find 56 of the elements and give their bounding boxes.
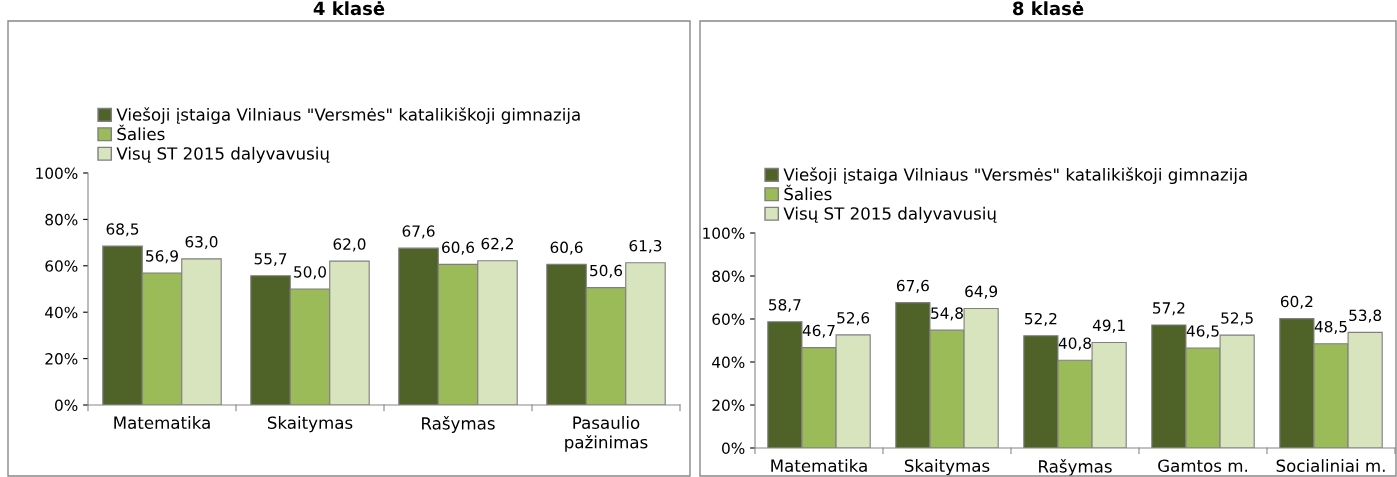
- y-tick-label: 0%: [722, 442, 745, 455]
- legend-label: Viešoji įstaiga Vilniaus "Versmės" katalikiškoji gimnazija: [783, 167, 1247, 185]
- x-tick-label: Gamtos m.: [1158, 459, 1248, 473]
- data-label: 52,2: [1025, 312, 1057, 327]
- data-label: 61,3: [629, 239, 662, 254]
- data-label: 68,5: [106, 223, 139, 237]
- data-label: 67,6: [896, 279, 929, 293]
- y-tick-label: 40%: [712, 356, 745, 369]
- x-tick-label: Skaitymas: [904, 459, 990, 476]
- data-label: 53,8: [1349, 309, 1382, 323]
- data-label: 52,5: [1221, 312, 1253, 326]
- x-tick-label: Rašymas: [422, 416, 495, 433]
- data-label: 50,6: [590, 264, 623, 278]
- data-label: 50,0: [294, 266, 326, 280]
- y-tick-label: 100%: [703, 227, 745, 240]
- data-label: 52,6: [837, 312, 870, 326]
- data-label: 64,9: [965, 285, 998, 299]
- data-label: 57,2: [1153, 302, 1185, 316]
- x-tick-label: Pasaulio pažinimas: [565, 416, 648, 452]
- data-label: 60,2: [1280, 295, 1313, 309]
- x-tick-label: Socialiniai m.: [1276, 459, 1385, 473]
- y-tick-label: 20%: [45, 353, 78, 365]
- data-label: 40,8: [1058, 337, 1091, 351]
- x-tick-label: Skaitymas: [267, 416, 353, 433]
- chart-title: 4 klasė: [313, 1, 385, 16]
- data-label: 46,7: [802, 324, 835, 338]
- data-label: 46,5: [1186, 325, 1219, 339]
- chart-title: 8 klasė: [1012, 1, 1084, 16]
- data-label: 62,0: [333, 238, 366, 252]
- legend-label: Viešoji įstaiga Vilniaus "Versmės" katalikiškoji gimnazija: [116, 107, 580, 125]
- y-tick-label: 80%: [45, 213, 78, 226]
- data-label: 67,6: [402, 225, 435, 239]
- data-label: 56,9: [146, 250, 178, 264]
- x-tick-label: Rašymas: [1039, 459, 1112, 476]
- data-label: 60,6: [442, 241, 475, 255]
- data-label: 54,8: [931, 307, 963, 321]
- y-tick-label: 80%: [712, 270, 745, 283]
- legend-label: Šalies: [784, 184, 832, 201]
- data-label: 63,0: [185, 235, 218, 250]
- y-tick-label: 0%: [55, 399, 78, 412]
- data-label: 48,5: [1314, 320, 1347, 334]
- y-tick-label: 100%: [36, 167, 78, 180]
- data-label: 62,2: [481, 237, 513, 251]
- y-tick-label: 40%: [45, 306, 78, 319]
- y-tick-label: 20%: [712, 399, 745, 412]
- legend-label: Visų ST 2015 dalyvavusių: [116, 146, 330, 163]
- data-label: 60,6: [550, 241, 583, 255]
- data-label: 49,1: [1092, 319, 1125, 333]
- y-tick-label: 60%: [45, 260, 78, 272]
- y-tick-label: 60%: [712, 313, 745, 326]
- legend-label: Visų ST 2015 dalyvavusių: [783, 206, 997, 223]
- legend-label: Šalies: [117, 124, 165, 141]
- x-tick-label: Matematika: [114, 416, 210, 430]
- x-tick-label: Matematika: [771, 459, 867, 473]
- data-label: 55,7: [254, 253, 287, 267]
- data-label: 58,7: [769, 298, 801, 313]
